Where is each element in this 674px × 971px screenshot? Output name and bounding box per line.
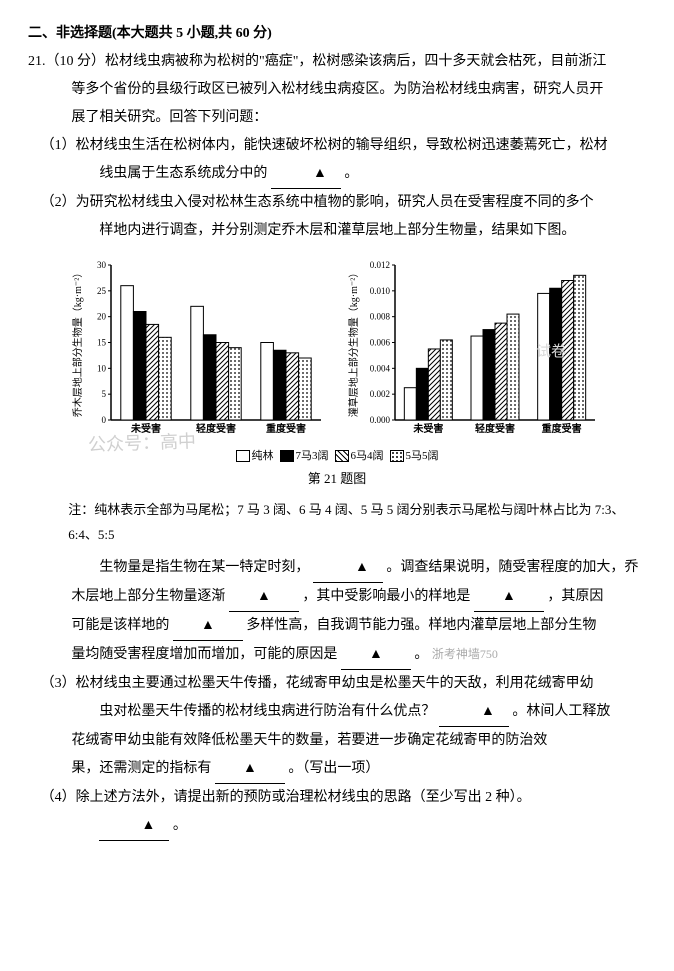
q21-s1b-text: 线虫属于生态系统成分中的 <box>99 166 267 181</box>
svg-text:0.010: 0.010 <box>370 286 391 296</box>
svg-text:0.012: 0.012 <box>370 260 390 270</box>
q21-para2d: 木层地上部分生物量逐渐 ▲ ，其中受影响最小的样地是 ▲ ，其原因 <box>28 583 646 612</box>
tail-brand: 浙考神墙750 <box>432 647 498 661</box>
q21-intro-line2: 等多个省份的县级行政区已被列入松材线虫病疫区。为防治松材线虫病害，研究人员开 <box>28 76 646 104</box>
blank-8: ▲ <box>215 755 285 784</box>
t: 。 <box>173 818 187 833</box>
t: 虫对松墨天牛传播的松材线虫病进行防治有什么优点？ <box>99 704 435 719</box>
q21-s1c-text: 。 <box>344 166 358 181</box>
blank-6: ▲ <box>341 641 411 670</box>
t: ，其中受影响最小的样地是 <box>302 589 470 604</box>
chart-right: 0.000 0.002 0.004 0.006 0.008 0.010 0.012 灌草层地上… <box>345 255 605 445</box>
svg-text:0.006: 0.006 <box>370 338 391 348</box>
svg-text:轻度受害: 轻度受害 <box>475 422 515 435</box>
t: 。（写出一项） <box>288 761 379 776</box>
chart-caption: 第 21 题图 <box>28 464 646 498</box>
q21-sub2-line1: （2）为研究松材线虫入侵对松林生态系统中植物的影响，研究人员在受害程度不同的多个 <box>28 189 646 217</box>
q21-sub1-line1: （1）松材线虫生活在松树体内，能快速破坏松树的输导组织，导致松树迅速萎蔫死亡，松… <box>28 132 646 160</box>
svg-text:重度受害: 重度受害 <box>542 422 582 435</box>
t: 木层地上部分生物量逐渐 <box>71 589 225 604</box>
q21-sub4-line1: （4）除上述方法外，请提出新的预防或治理松材线虫的思路（至少写出 2 种）。 <box>28 784 646 812</box>
blank-9: ▲ <box>99 812 169 841</box>
q21-intro-line3: 展了相关研究。回答下列问题： <box>28 104 646 132</box>
t: 量均随受害程度增加而增加，可能的原因是 <box>71 647 337 662</box>
svg-text:0.008: 0.008 <box>370 312 391 322</box>
t: 。林间人工释放 <box>512 704 610 719</box>
q21-sub4-line2: ▲ 。 <box>28 812 646 841</box>
svg-text:30: 30 <box>97 260 107 270</box>
q21-sub3-line1: （3）松材线虫主要通过松墨天牛传播，花绒寄甲幼虫是松墨天牛的天敌，利用花绒寄甲幼 <box>28 670 646 698</box>
svg-text:5: 5 <box>102 389 107 399</box>
svg-text:未受害: 未受害 <box>412 422 443 435</box>
q21-sub2-line2: 样地内进行调查，并分别测定乔木层和灌草层地上部分生物量，结果如下图。 <box>28 217 646 245</box>
chart-note-line1: 注：纯林表示全部为马尾松；7 马 3 阔、6 马 4 阔、5 马 5 阔分别表示… <box>28 498 646 523</box>
svg-text:0.004: 0.004 <box>370 363 391 373</box>
svg-text:未受害: 未受害 <box>130 422 161 435</box>
chart-legend: 纯林7马3阔6马4阔5马5阔 <box>28 447 646 464</box>
q21-sub3-line2: 虫对松墨天牛传播的松材线虫病进行防治有什么优点？ ▲ 。林间人工释放 <box>28 698 646 727</box>
blank-2: ▲ <box>313 554 383 583</box>
t: 。调查结果说明，随受害程度的加大，乔 <box>386 560 638 575</box>
chart-left: 0 5 10 15 20 25 30 乔木层地上部分生物量（kg·m⁻²） 未受害 轻度受害 重度受… <box>69 255 329 445</box>
t: 生物量是指生物在某一特定时刻， <box>99 560 309 575</box>
t: 。 <box>414 647 428 662</box>
chart-note-line2: 6:4、5:5 <box>28 523 646 548</box>
t: 果，还需测定的指标有 <box>71 761 211 776</box>
svg-text:0: 0 <box>102 415 107 425</box>
q21-para2e: 可能是该样地的 ▲ 多样性高，自我调节能力强。样地内灌草层地上部分生物 <box>28 612 646 641</box>
svg-text:15: 15 <box>97 338 107 348</box>
t: 可能是该样地的 <box>71 618 169 633</box>
blank-5: ▲ <box>173 612 243 641</box>
blank-4: ▲ <box>474 583 544 612</box>
q21-para2c: 生物量是指生物在某一特定时刻， ▲ 。调查结果说明，随受害程度的加大，乔 <box>28 554 646 583</box>
q21-intro-line1: 21.（10 分）松材线虫病被称为松树的"癌症"，松树感染该病后，四十多天就会枯… <box>28 48 646 76</box>
svg-text:0.000: 0.000 <box>370 415 391 425</box>
svg-text:灌草层地上部分生物量（kg·m⁻²）: 灌草层地上部分生物量（kg·m⁻²） <box>347 268 360 417</box>
svg-text:25: 25 <box>97 286 107 296</box>
q21-sub3-line4: 果，还需测定的指标有 ▲ 。（写出一项） <box>28 755 646 784</box>
t: ，其原因 <box>547 589 603 604</box>
blank-3: ▲ <box>229 583 299 612</box>
q21-para2f: 量均随受害程度增加而增加，可能的原因是 ▲ 。 浙考神墙750 <box>28 641 646 670</box>
q21-sub1-line2: 线虫属于生态系统成分中的 ▲ 。 <box>28 160 646 189</box>
svg-text:重度受害: 重度受害 <box>266 422 306 435</box>
blank-7: ▲ <box>439 698 509 727</box>
svg-text:乔木层地上部分生物量（kg·m⁻²）: 乔木层地上部分生物量（kg·m⁻²） <box>71 268 84 417</box>
charts-container: 0 5 10 15 20 25 30 乔木层地上部分生物量（kg·m⁻²） 未受害 轻度受害 重度受… <box>28 245 646 447</box>
svg-text:10: 10 <box>97 363 107 373</box>
svg-text:20: 20 <box>97 312 107 322</box>
q21-sub3-line3: 花绒寄甲幼虫能有效降低松墨天牛的数量，若要进一步确定花绒寄甲的防治效 <box>28 727 646 755</box>
t: 多样性高，自我调节能力强。样地内灌草层地上部分生物 <box>246 618 596 633</box>
section-header: 二、非选择题(本大题共 5 小题,共 60 分) <box>28 20 646 48</box>
svg-text:0.002: 0.002 <box>370 389 390 399</box>
svg-text:轻度受害: 轻度受害 <box>196 422 236 435</box>
blank-1: ▲ <box>271 160 341 189</box>
